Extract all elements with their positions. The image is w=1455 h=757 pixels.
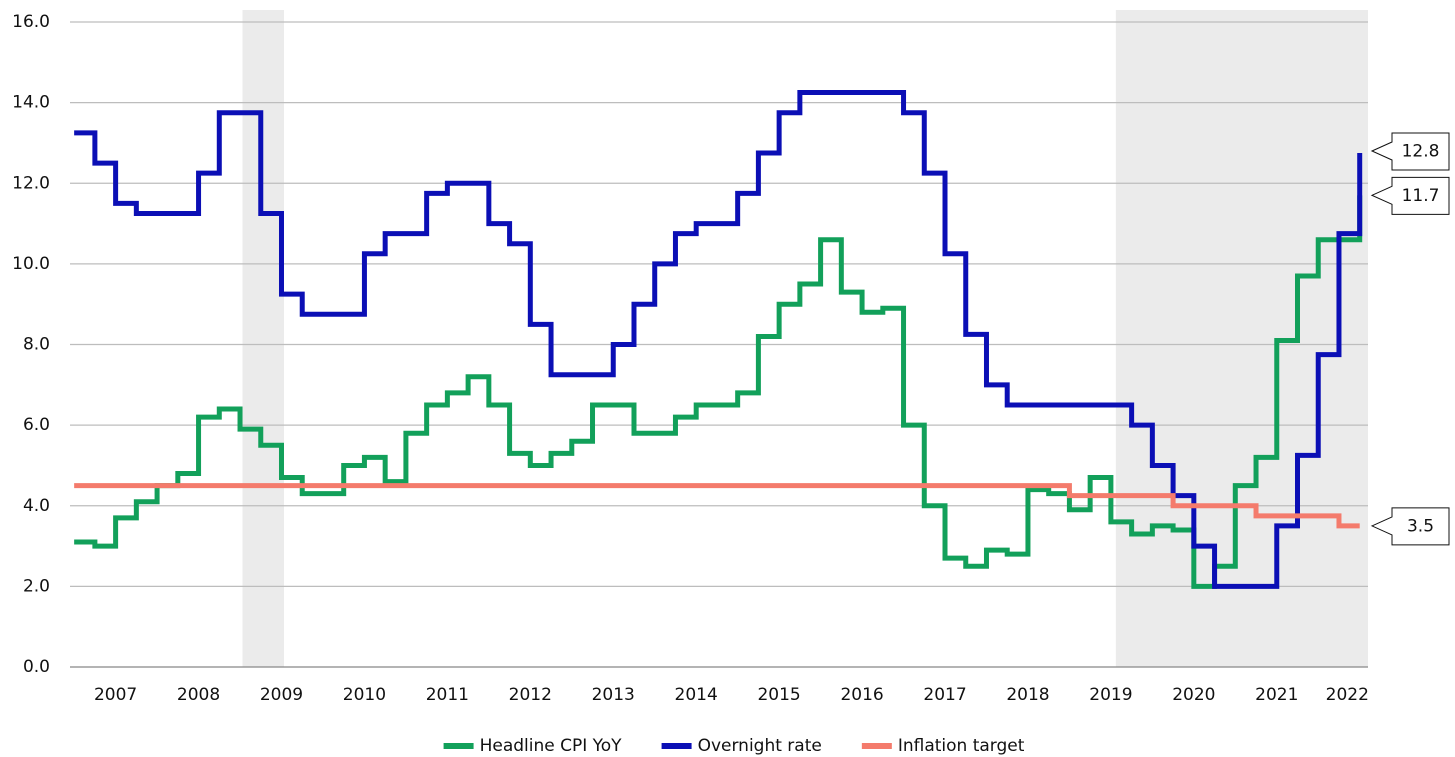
legend-label: Headline CPI YoY [480, 736, 623, 756]
callout-label: 11.7 [1402, 186, 1440, 206]
callout-box [1370, 132, 1450, 171]
shaded-region [242, 10, 284, 667]
x-tick-label: 2013 [592, 685, 635, 705]
y-tick-label: 12.0 [12, 173, 50, 193]
y-tick-label: 6.0 [23, 415, 50, 435]
callout-box [1370, 176, 1450, 215]
x-tick-label: 2020 [1172, 685, 1215, 705]
x-tick-label: 2019 [1089, 685, 1132, 705]
y-tick-label: 4.0 [23, 496, 50, 516]
line-series [74, 195, 1363, 589]
shaded-region [1115, 10, 1368, 667]
legend-label: Overnight rate [698, 736, 822, 756]
x-tick-label: 2022 [1326, 685, 1369, 705]
legend: Headline CPI YoY Overnight rate Inflation … [443, 736, 1025, 756]
y-tick-label: 0.0 [23, 657, 50, 677]
callout-box [1370, 507, 1450, 546]
y-tick-label: 16.0 [12, 12, 50, 32]
x-tick-label: 2010 [343, 685, 386, 705]
x-tick-label: 2012 [509, 685, 552, 705]
x-tick-label: 2021 [1255, 685, 1298, 705]
x-tick-label: 2008 [177, 685, 220, 705]
legend-label: Inflation target [898, 736, 1025, 756]
x-tick-label: 2015 [757, 685, 800, 705]
callout-label: 12.8 [1402, 142, 1440, 162]
x-tick-label: 2007 [94, 685, 137, 705]
x-tick-label: 2018 [1006, 685, 1049, 705]
y-tick-label: 14.0 [12, 93, 50, 113]
x-tick-label: 2014 [675, 685, 718, 705]
line-series [74, 483, 1360, 529]
x-tick-label: 2011 [426, 685, 469, 705]
y-tick-label: 10.0 [12, 254, 50, 274]
y-tick-label: 2.0 [23, 576, 50, 596]
y-tick-label: 8.0 [23, 335, 50, 355]
line-series [74, 90, 1363, 589]
x-tick-label: 2017 [923, 685, 966, 705]
x-tick-label: 2016 [840, 685, 883, 705]
x-tick-label: 2009 [260, 685, 303, 705]
callout-label: 3.5 [1407, 516, 1434, 536]
